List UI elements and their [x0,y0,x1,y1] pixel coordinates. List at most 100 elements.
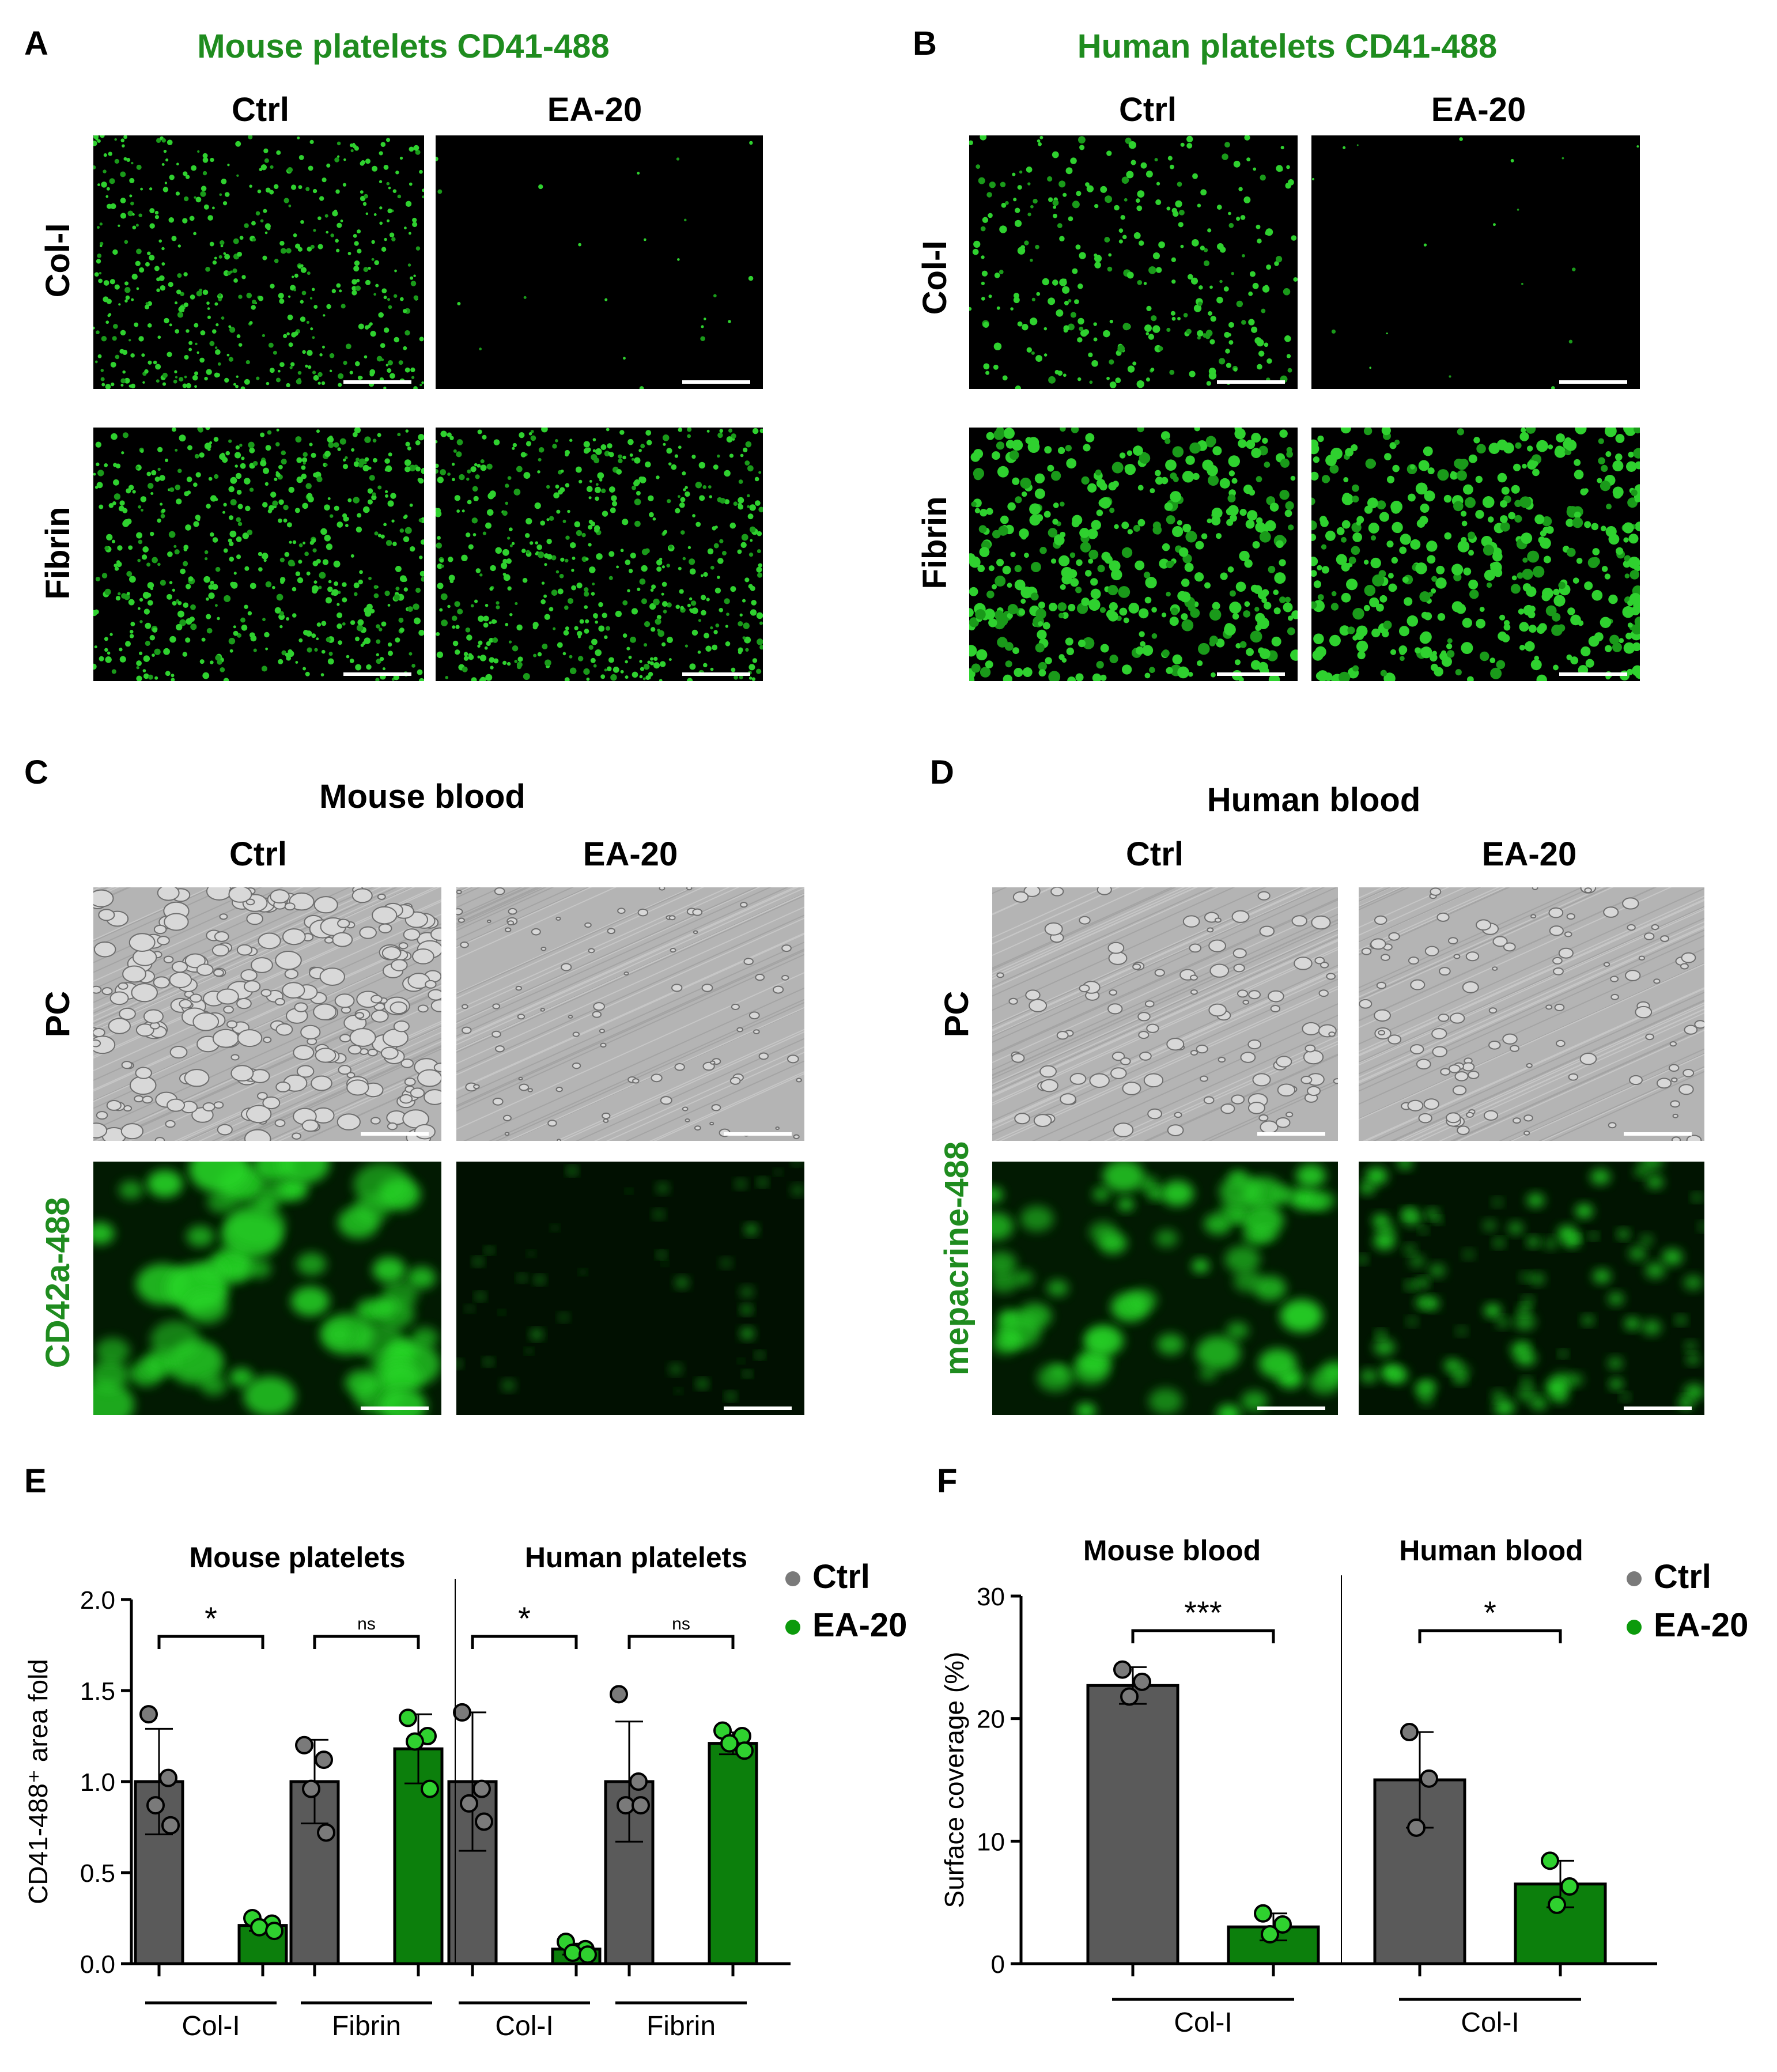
y-axis-label: Surface coverage (%) [939,1652,969,1908]
data-point [159,1768,177,1787]
data-point [1133,1672,1151,1691]
micrograph-texture [969,428,1298,681]
significance-bracket [627,1635,735,1649]
significance-label: * [1484,1594,1496,1631]
micrograph-texture [1311,428,1640,681]
x-tick-label: Col-I [182,2011,240,2041]
y-tick-label: 20 [977,1706,1005,1734]
group-title: Human blood [1399,1534,1583,1567]
micrograph-texture [1359,1162,1704,1415]
data-point [632,1796,650,1815]
micrograph-texture [992,1162,1338,1415]
chart-e: 0.0 0.5 1.0 1.5 2.0 CD41-488⁺ area fold * Col-I… [23,1541,907,2041]
data-point [460,1794,478,1813]
data-point [421,1779,439,1798]
data-point [1261,1924,1279,1944]
panel-c-col-ea20: EA-20 [583,835,678,873]
micrograph-texture [436,141,754,389]
panel-a-title: Mouse platelets CD41-488 [197,28,610,65]
group-title: Human platelets [525,1541,747,1574]
micrograph-texture [992,887,1338,1141]
data-point [1560,1877,1579,1896]
significance-label: ns [357,1615,376,1634]
panel-d-row-mepacrine: mepacrine-488 [938,1141,976,1375]
micrograph-texture [456,1162,804,1410]
significance-label: * [518,1600,531,1636]
bar-ea-20 [708,1742,758,1965]
y-tick-label: 0.0 [80,1950,115,1979]
data-point [295,1736,313,1755]
data-point [265,1922,283,1941]
panel-b-row-coli: Col-I [916,241,954,315]
legend-label: Ctrl [1654,1558,1711,1595]
micrograph-b-ea20-fibrin [1311,428,1640,681]
panel-e-letter: E [24,1462,47,1500]
y-axis-label: CD41-488⁺ area fold [23,1659,53,1904]
significance-bracket [313,1635,420,1649]
data-point [317,1823,335,1842]
significance-bracket [1418,1629,1562,1643]
data-point [315,1750,333,1769]
data-point [1254,1904,1272,1923]
legend-marker [1627,1571,1642,1586]
legend-marker [785,1620,800,1635]
chart-f: 0 10 20 30 Surface coverage (%) *** Col-I * Col-… [939,1534,1748,2038]
legend-label: Ctrl [812,1558,870,1595]
significance-label: ns [672,1615,690,1634]
data-point [579,1945,597,1964]
significance-bracket [471,1635,578,1649]
micrograph-b-ctrl-coli [969,135,1298,389]
panel-f-letter: F [937,1462,957,1500]
x-tick-label: Col-I [1461,2007,1519,2038]
data-point [302,1779,320,1798]
panel-c-col-ctrl: Ctrl [229,835,287,873]
micrograph-texture [456,887,804,1141]
panel-a-row-fibrin: Fibrin [39,506,77,599]
x-tick-label: Col-I [1174,2007,1232,2038]
micrograph-texture [436,428,763,681]
group-title: Mouse platelets [189,1541,405,1574]
data-point [720,1734,739,1753]
y-tick-label: 30 [977,1583,1005,1611]
y-tick-label: 1.5 [80,1677,115,1706]
panel-b-title: Human platelets CD41-488 [1077,28,1497,65]
panel-b-col-ctrl: Ctrl [1119,91,1177,128]
data-point [1407,1818,1426,1837]
micrograph-b-ea20-coli [1311,135,1640,389]
data-point [472,1779,491,1798]
panel-c-row-pc: PC [39,991,77,1038]
panel-d-row-pc: PC [938,991,976,1038]
legend-marker [785,1571,800,1586]
panel-f: F 0 10 20 30 Surface coverage (%) *** Col-I * Co… [937,1462,1748,2038]
micrograph-texture [93,428,424,681]
micrograph-texture [93,887,441,1141]
y-tick-label: 2.0 [80,1586,115,1615]
bar-ctrl [1086,1684,1179,1965]
panel-d-letter: D [930,754,954,791]
micrograph-texture [969,135,1298,389]
data-point [735,1741,754,1760]
panel-b-col-ea20: EA-20 [1431,91,1526,128]
data-point [617,1796,635,1815]
data-point [1548,1895,1566,1914]
panel-a-row-coli: Col-I [39,224,77,298]
data-point [1420,1769,1438,1788]
micrograph-a-ctrl-coli [93,135,424,389]
data-point [475,1812,493,1831]
y-tick-label: 0.5 [80,1859,115,1888]
panel-d-col-ea20: EA-20 [1482,835,1576,873]
data-point [146,1796,165,1815]
panel-e: E 0.0 0.5 1.0 1.5 2.0 CD41-488⁺ area fold * Col… [23,1462,907,2041]
panel-d-title: Human blood [1207,781,1421,819]
x-tick-label: Fibrin [332,2011,401,2041]
micrograph-texture [1359,887,1704,1141]
data-point [139,1705,158,1724]
data-point [1113,1660,1132,1679]
data-point [250,1918,269,1937]
significance-bracket [1131,1629,1275,1643]
y-tick-label: 0 [991,1950,1005,1979]
micrograph-texture [1312,137,1639,389]
panel-b-row-fibrin: Fibrin [916,496,954,589]
panel-a-letter: A [24,25,48,62]
